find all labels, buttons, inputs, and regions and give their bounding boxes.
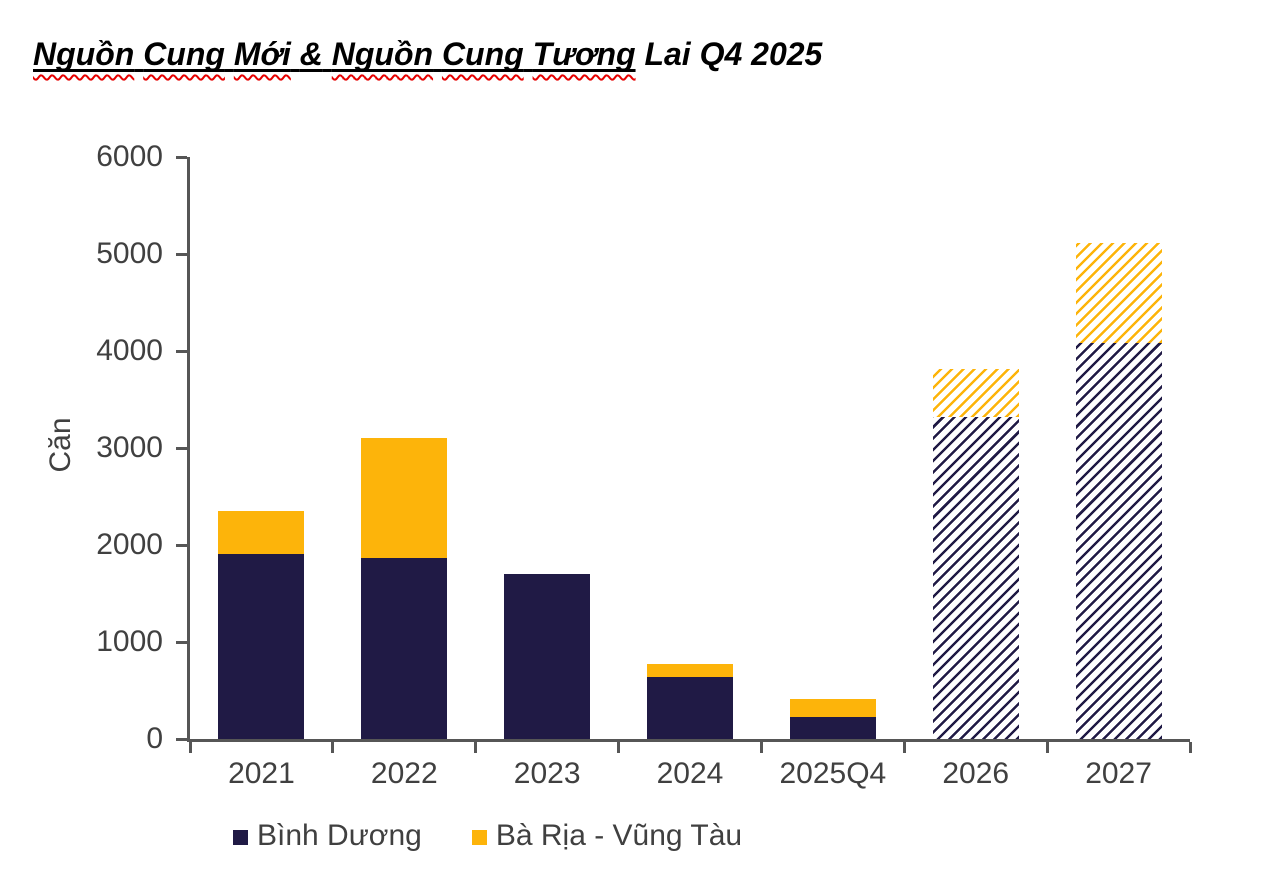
y-tick-label: 2000	[96, 528, 163, 561]
title-word: Cung	[143, 36, 225, 72]
title-tail: Lai Q4 2025	[644, 36, 823, 72]
bar-segment-ba-ria-vung-tau-2026	[932, 369, 1019, 417]
y-tick-label: 4000	[96, 334, 163, 367]
y-axis-tick	[176, 155, 187, 159]
y-tick-label: 6000	[96, 140, 163, 173]
x-axis-tick	[617, 742, 621, 753]
x-tick-label-2024: 2024	[656, 757, 724, 790]
bar-segment-binh-duong-2021	[218, 553, 305, 739]
y-axis-tick	[176, 252, 187, 256]
bar-segment-binh-duong-2027	[1075, 343, 1162, 739]
title-word: Cung	[441, 36, 524, 72]
y-tick-label: 0	[146, 722, 163, 755]
title-word: Tương	[532, 36, 636, 72]
chart-title: Nguồn Cung Mới & Nguồn Cung Tương Lai Q4…	[33, 36, 822, 73]
y-axis-tick	[176, 640, 187, 644]
legend-swatch-ba-ria-vung-tau	[471, 829, 487, 845]
legend-swatch-binh-duong	[233, 829, 248, 845]
x-axis-tick	[331, 742, 335, 753]
x-tick-label-2025Q4: 2025Q4	[779, 757, 887, 790]
y-axis-tick	[176, 349, 187, 353]
x-tick-label-2026: 2026	[942, 757, 1010, 790]
x-axis-tick	[188, 742, 192, 753]
x-tick-label-2021: 2021	[228, 757, 295, 790]
bar-segment-ba-ria-vung-tau-2024	[647, 664, 733, 677]
bar-segment-ba-ria-vung-tau-2022	[361, 438, 448, 558]
bar-segment-binh-duong-2025Q4	[789, 716, 876, 739]
title-word-ampersand: &	[299, 36, 323, 72]
legend-item-ba-ria-vung-tau: Bà Rịa - Vũng Tàu	[471, 819, 743, 853]
bar-segment-binh-duong-2022	[361, 557, 448, 739]
x-axis-tick	[1045, 742, 1049, 753]
x-axis-tick	[902, 742, 906, 753]
x-tick-label-2023: 2023	[513, 757, 581, 790]
legend-label-ba-ria-vung-tau: Bà Rịa - Vũng Tàu	[495, 819, 743, 852]
bar-segment-ba-ria-vung-tau-2021	[218, 511, 305, 554]
title-word: Mới	[233, 36, 291, 72]
chart-title-underlined-phrase: Nguồn Cung Mới & Nguồn Cung Tương	[33, 36, 636, 72]
legend-label-binh-duong: Bình Dương	[257, 819, 422, 852]
x-axis-tick	[474, 742, 478, 753]
bar-segment-ba-ria-vung-tau-2027	[1075, 243, 1162, 344]
plot-area: 0 1000 2000 3000 4000 5000 6000 2021 2022 2023 202…	[96, 141, 1192, 790]
y-axis-tick	[176, 737, 187, 741]
y-tick-label: 5000	[96, 237, 163, 270]
legend-item-binh-duong: Bình Dương	[233, 819, 422, 853]
bar-segment-binh-duong-2023	[504, 574, 591, 739]
y-axis-tick	[176, 446, 187, 450]
bar-segment-binh-duong-2024	[647, 676, 733, 739]
x-tick-label-2027: 2027	[1085, 757, 1152, 790]
x-axis-tick	[1188, 742, 1192, 753]
title-word: Nguồn	[331, 36, 434, 72]
x-axis-tick	[759, 742, 763, 753]
title-word: Nguồn	[33, 36, 135, 72]
legend: Bình Dương Bà Rịa - Vũng Tàu	[233, 819, 742, 853]
y-tick-label: 1000	[96, 625, 163, 658]
bar-segment-binh-duong-2026	[932, 416, 1019, 739]
bar-segment-ba-ria-vung-tau-2025Q4	[789, 699, 876, 717]
y-axis-tick	[176, 543, 187, 547]
y-tick-label: 3000	[96, 431, 163, 464]
x-tick-label-2022: 2022	[370, 757, 438, 790]
